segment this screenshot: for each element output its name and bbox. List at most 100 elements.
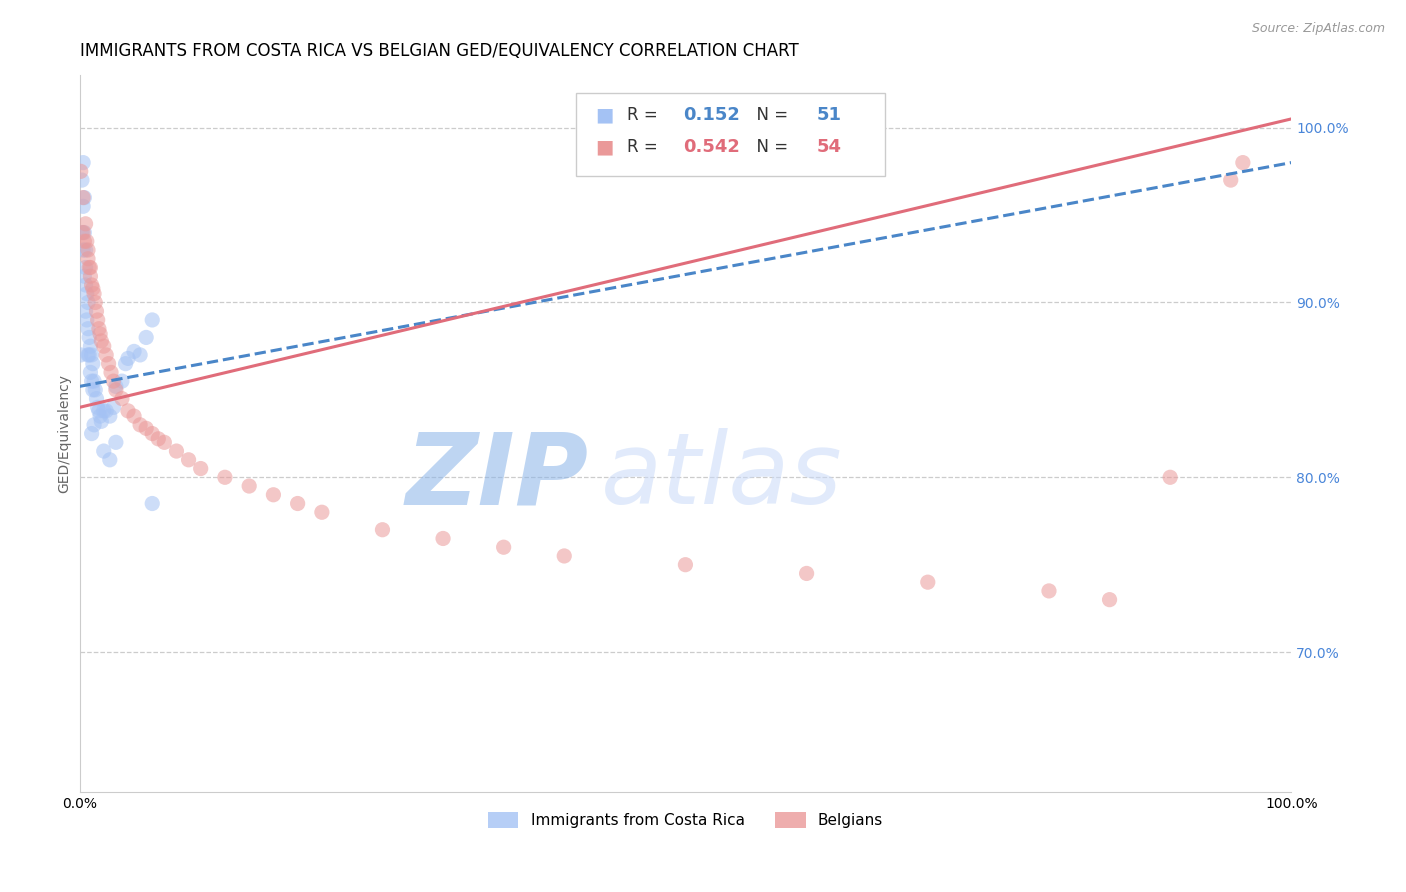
Point: [79, 260, 101, 275]
Point: [141, 313, 163, 327]
Point: [117, 404, 139, 418]
Point: [69, 348, 91, 362]
Point: [371, 523, 394, 537]
Point: [83, 374, 105, 388]
Point: [111, 374, 134, 388]
Point: [87, 404, 110, 418]
Point: [673, 558, 696, 572]
Text: ■: ■: [596, 105, 614, 124]
Point: [287, 496, 309, 510]
Point: [79, 339, 101, 353]
Point: [76, 234, 98, 248]
Point: [141, 496, 163, 510]
Point: [87, 321, 110, 335]
Point: [148, 432, 170, 446]
Point: [77, 243, 100, 257]
Point: [1038, 583, 1060, 598]
Text: ZIP: ZIP: [405, 428, 589, 525]
Point: [84, 295, 107, 310]
Point: [96, 404, 118, 418]
Point: [796, 566, 818, 581]
Point: [135, 330, 157, 344]
Text: atlas: atlas: [600, 428, 842, 525]
Point: [83, 286, 105, 301]
Point: [75, 277, 97, 292]
Point: [1232, 155, 1254, 169]
Point: [1159, 470, 1181, 484]
Point: [72, 199, 94, 213]
Bar: [576, 93, 886, 176]
Point: [77, 348, 100, 362]
Point: [262, 488, 284, 502]
Text: 0.152: 0.152: [683, 105, 740, 124]
Legend: Immigrants from Costa Rica, Belgians: Immigrants from Costa Rica, Belgians: [482, 806, 889, 835]
Point: [86, 392, 108, 406]
Point: [77, 330, 100, 344]
Point: [83, 417, 105, 432]
Point: [166, 444, 188, 458]
Point: [75, 243, 97, 257]
Point: [80, 426, 103, 441]
Point: [122, 409, 145, 423]
Y-axis label: GED/Equivalency: GED/Equivalency: [58, 374, 72, 493]
Text: N =: N =: [747, 138, 793, 156]
Point: [79, 269, 101, 284]
Text: 54: 54: [817, 138, 841, 156]
Point: [104, 435, 127, 450]
Point: [96, 348, 118, 362]
Point: [76, 313, 98, 327]
Point: [492, 540, 515, 554]
Point: [103, 401, 125, 415]
Text: IMMIGRANTS FROM COSTA RICA VS BELGIAN GED/EQUIVALENCY CORRELATION CHART: IMMIGRANTS FROM COSTA RICA VS BELGIAN GE…: [80, 42, 799, 60]
Point: [311, 505, 333, 519]
Point: [93, 404, 115, 418]
Point: [76, 286, 98, 301]
Point: [89, 409, 111, 423]
Point: [98, 452, 121, 467]
Text: ■: ■: [596, 137, 614, 156]
Point: [141, 426, 163, 441]
Point: [73, 269, 96, 284]
Point: [97, 357, 120, 371]
Point: [79, 365, 101, 379]
Point: [89, 326, 111, 341]
Point: [77, 295, 100, 310]
Point: [77, 321, 100, 335]
Point: [84, 383, 107, 397]
Point: [190, 461, 212, 475]
Point: [80, 374, 103, 388]
Point: [77, 260, 100, 275]
Point: [104, 379, 127, 393]
Point: [86, 313, 108, 327]
Point: [129, 417, 152, 432]
Text: 51: 51: [817, 105, 841, 124]
Point: [135, 421, 157, 435]
Point: [80, 348, 103, 362]
Point: [90, 334, 112, 348]
Point: [70, 173, 93, 187]
Text: N =: N =: [747, 105, 793, 124]
Point: [86, 401, 108, 415]
Text: R =: R =: [627, 105, 664, 124]
Point: [104, 383, 127, 397]
Point: [80, 277, 103, 292]
Point: [1219, 173, 1241, 187]
Point: [129, 348, 152, 362]
Point: [117, 351, 139, 366]
Point: [1098, 592, 1121, 607]
Point: [90, 414, 112, 428]
Point: [73, 190, 96, 204]
Point: [122, 344, 145, 359]
Point: [98, 409, 121, 423]
Point: [72, 190, 94, 204]
Point: [70, 226, 93, 240]
Point: [73, 234, 96, 248]
Point: [82, 383, 104, 397]
Point: [93, 339, 115, 353]
Text: 0.542: 0.542: [683, 138, 740, 156]
Point: [77, 348, 100, 362]
Point: [100, 365, 122, 379]
Point: [153, 435, 176, 450]
Point: [72, 155, 94, 169]
Point: [177, 452, 200, 467]
